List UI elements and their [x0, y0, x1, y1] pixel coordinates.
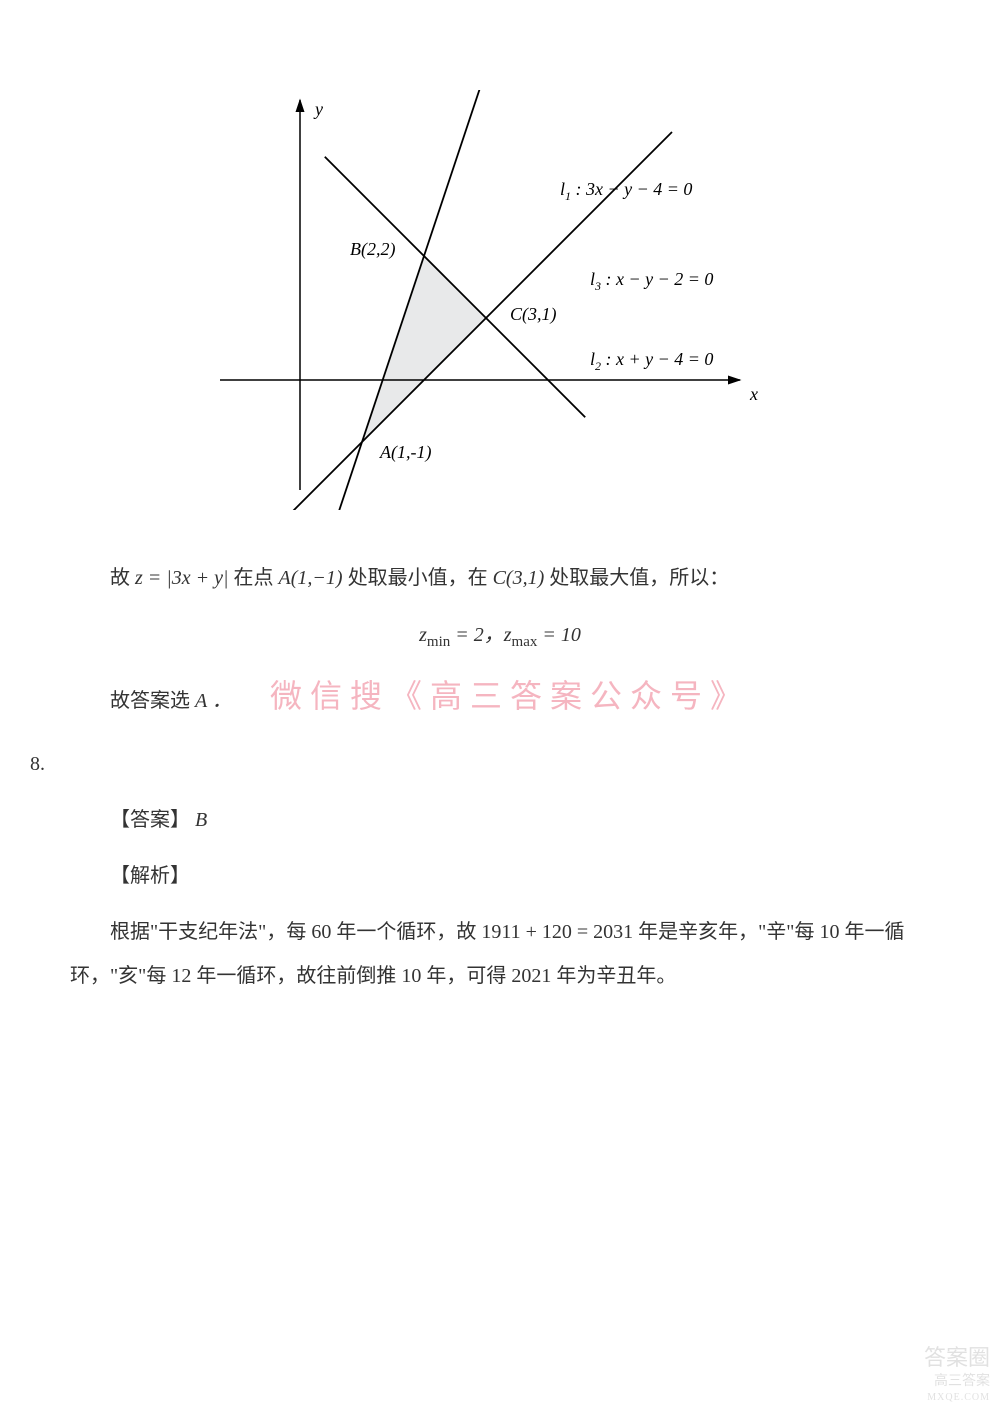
text: 处取最小值，在: [348, 567, 493, 589]
linear-programming-diagram: y x l1 : 3x − y − 4 = 0 l3 : x − y − 2 = 0 l…: [220, 90, 780, 516]
question-number-8: 8.: [30, 753, 930, 776]
answer-A: A ．: [195, 690, 232, 712]
text: 处取最大值，所以：: [549, 567, 729, 589]
eq2: = 10: [537, 624, 581, 646]
text: 在点: [234, 567, 279, 589]
math-expr: z = |3x + y|: [135, 567, 229, 589]
svg-text:l2 : x + y − 4 = 0: l2 : x + y − 4 = 0: [590, 349, 713, 373]
watermark-wechat: 微信搜《高三答案公众号》: [270, 671, 750, 717]
analysis-label-line: 【解析】: [70, 854, 930, 898]
text: 故答案选: [110, 690, 195, 712]
svg-text:B(2,2): B(2,2): [350, 239, 395, 260]
watermark-corner-url: MXQE.COM: [924, 1391, 990, 1404]
svg-text:y: y: [313, 99, 323, 119]
watermark-corner-top: 答案圈: [924, 1344, 990, 1373]
corner-watermark: 答案圈 高三答案 MXQE.COM: [924, 1344, 990, 1404]
diagram-container: y x l1 : 3x − y − 4 = 0 l3 : x − y − 2 = 0 l…: [70, 90, 930, 516]
svg-text:A(1,-1): A(1,-1): [379, 442, 431, 463]
sub-min: min: [427, 634, 450, 650]
math-result: zmin = 2，zmax = 10: [70, 618, 930, 651]
z-min-var: z: [419, 624, 427, 646]
svg-text:l1 : 3x − y − 4 = 0: l1 : 3x − y − 4 = 0: [560, 179, 692, 203]
answer-label: 【答案】: [110, 809, 190, 831]
watermark-corner-sub: 高三答案: [924, 1373, 990, 1391]
analysis-label: 【解析】: [110, 865, 190, 887]
svg-text:l3 : x − y − 2 = 0: l3 : x − y − 2 = 0: [590, 269, 713, 293]
solution-text-1: 故 z = |3x + y| 在点 A(1,−1) 处取最小值，在 C(3,1)…: [70, 556, 930, 600]
sub-max: max: [512, 634, 538, 650]
point-A: A(1,−1): [279, 567, 343, 589]
conclusion-row: 故答案选 A ． 微信搜《高三答案公众号》: [70, 679, 930, 723]
text: 故: [110, 567, 135, 589]
point-C: C(3,1): [493, 567, 545, 589]
z-max-var: z: [504, 624, 512, 646]
svg-text:x: x: [749, 384, 758, 404]
answer-B: B: [195, 809, 207, 831]
diagram-svg: y x l1 : 3x − y − 4 = 0 l3 : x − y − 2 = 0 l…: [220, 90, 780, 510]
answer-line: 【答案】 B: [70, 798, 930, 842]
eq1: = 2，: [450, 624, 504, 646]
analysis-text: 根据"干支纪年法"，每 60 年一个循环，故 1911 + 120 = 2031…: [70, 910, 930, 998]
svg-text:C(3,1): C(3,1): [510, 304, 557, 325]
